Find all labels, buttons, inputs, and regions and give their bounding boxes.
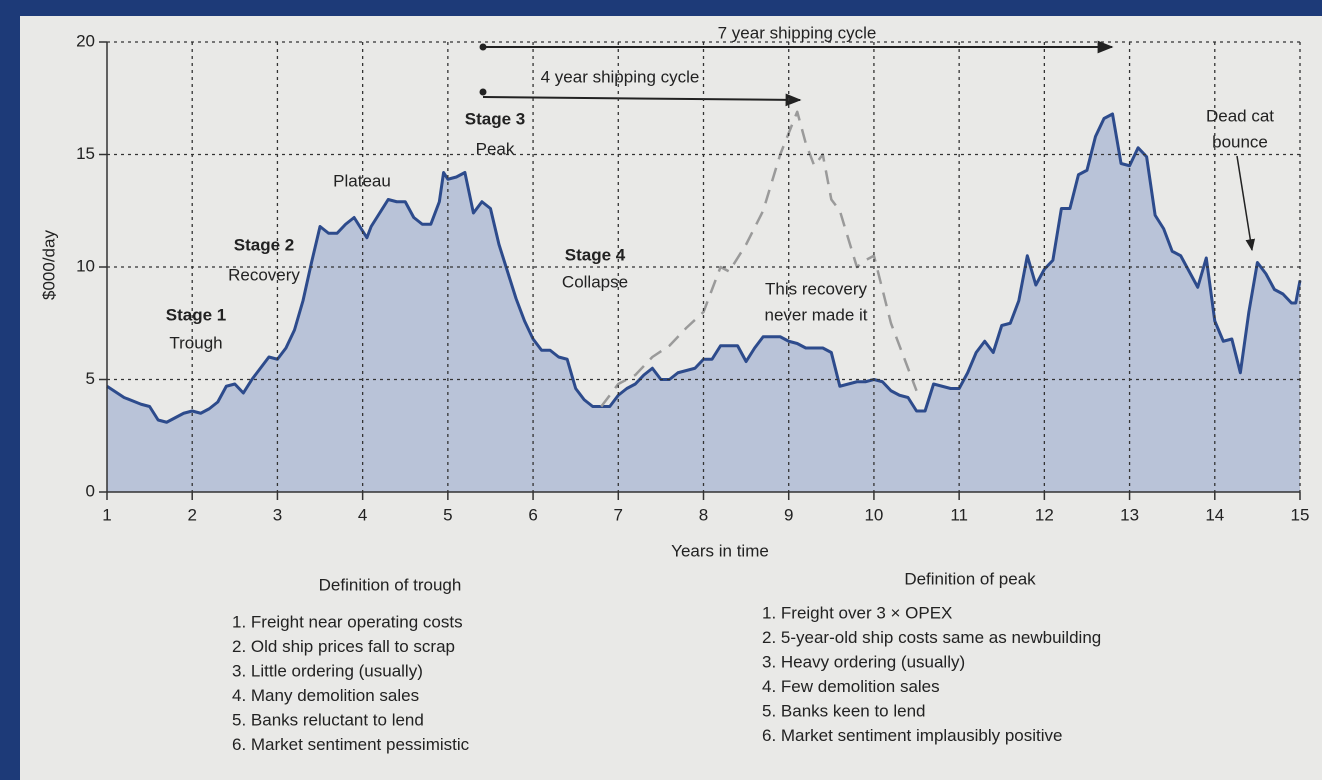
list-item: 6. Market sentiment implausibly positive: [762, 726, 1062, 745]
x-tick-label: 11: [950, 505, 968, 524]
y-tick-label: 20: [76, 31, 95, 50]
cycle-arrow: [482, 93, 802, 107]
list-title: Definition of peak: [904, 569, 1036, 588]
arrow-start: [479, 43, 487, 51]
list-title: Definition of trough: [319, 575, 462, 594]
x-tick-label: 10: [864, 505, 883, 524]
annotation: This recovery: [765, 279, 868, 298]
arrow-start: [479, 88, 487, 96]
x-tick-label: 15: [1291, 505, 1310, 524]
annotation-arrow: [1236, 155, 1256, 252]
y-tick-label: 5: [86, 369, 95, 388]
x-tick-label: 6: [528, 505, 537, 524]
list-item: 4. Many demolition sales: [232, 686, 419, 705]
annotation: Recovery: [228, 265, 300, 284]
x-axis-label: Years in time: [671, 541, 769, 560]
list-item: 3. Heavy ordering (usually): [762, 652, 965, 671]
x-tick-label: 4: [358, 505, 367, 524]
list-item: 2. 5-year-old ship costs same as newbuil…: [762, 628, 1101, 647]
y-axis-label: $000/day: [39, 230, 58, 300]
annotation: Collapse: [562, 272, 628, 291]
annotation: Stage 2: [234, 235, 294, 254]
x-tick-label: 2: [187, 505, 196, 524]
list-item: 2. Old ship prices fall to scrap: [232, 637, 455, 656]
annotation: Stage 3: [465, 109, 525, 128]
annotation: 7 year shipping cycle: [718, 23, 877, 42]
x-tick-label: 3: [273, 505, 282, 524]
annotation: Trough: [169, 333, 222, 352]
x-tick-label: 13: [1120, 505, 1139, 524]
list-item: 4. Few demolition sales: [762, 677, 940, 696]
annotation: Plateau: [333, 171, 391, 190]
annotation: Peak: [476, 139, 515, 158]
annotation: bounce: [1212, 132, 1268, 151]
x-tick-label: 14: [1205, 505, 1224, 524]
y-tick-label: 0: [86, 481, 95, 500]
annotation: never made it: [765, 305, 868, 324]
annotation: Stage 4: [565, 245, 626, 264]
annotation: Dead cat: [1206, 106, 1274, 125]
x-tick-label: 1: [102, 505, 111, 524]
list-item: 1. Freight near operating costs: [232, 612, 463, 631]
x-tick-label: 8: [699, 505, 708, 524]
x-tick-label: 7: [614, 505, 623, 524]
list-item: 3. Little ordering (usually): [232, 661, 423, 680]
line: [106, 112, 1302, 424]
annotation: Stage 1: [166, 305, 226, 324]
list-item: 1. Freight over 3 × OPEX: [762, 603, 952, 622]
list-item: 5. Banks keen to lend: [762, 701, 926, 720]
annotation: 4 year shipping cycle: [541, 67, 700, 86]
y-tick-label: 15: [76, 144, 95, 163]
list-item: 5. Banks reluctant to lend: [232, 710, 424, 729]
x-tick-label: 5: [443, 505, 452, 524]
list-item: 6. Market sentiment pessimistic: [232, 735, 470, 754]
x-tick-label: 9: [784, 505, 793, 524]
area: [107, 114, 1300, 492]
x-tick-label: 12: [1035, 505, 1054, 524]
y-tick-label: 10: [76, 256, 95, 275]
